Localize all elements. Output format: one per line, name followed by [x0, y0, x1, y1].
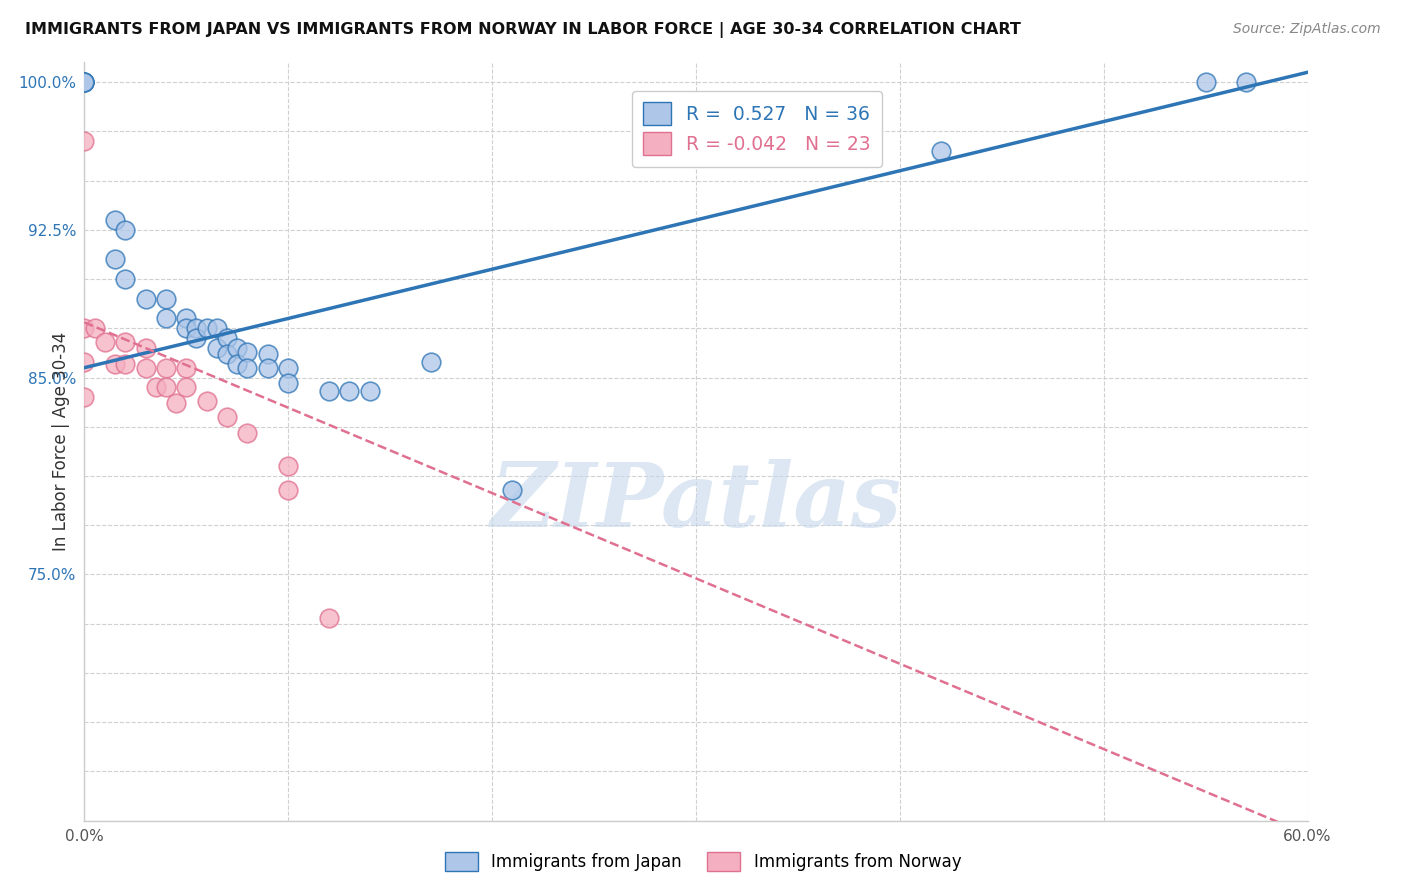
Point	[114, 335, 136, 350]
Point	[277, 459, 299, 474]
Point	[104, 357, 127, 371]
Legend: Immigrants from Japan, Immigrants from Norway: Immigrants from Japan, Immigrants from N…	[436, 843, 970, 880]
Point	[165, 396, 187, 410]
Point	[174, 321, 197, 335]
Point	[195, 321, 218, 335]
Point	[73, 75, 96, 89]
Point	[73, 75, 96, 89]
Y-axis label: In Labor Force | Age 30-34: In Labor Force | Age 30-34	[52, 332, 70, 551]
Point	[277, 483, 299, 497]
Point	[186, 331, 208, 345]
Point	[1236, 75, 1258, 89]
Point	[93, 335, 115, 350]
Text: IMMIGRANTS FROM JAPAN VS IMMIGRANTS FROM NORWAY IN LABOR FORCE | AGE 30-34 CORRE: IMMIGRANTS FROM JAPAN VS IMMIGRANTS FROM…	[25, 22, 1021, 38]
Point	[135, 341, 157, 355]
Point	[217, 347, 239, 361]
Point	[277, 360, 299, 375]
Point	[318, 611, 340, 625]
Point	[236, 345, 259, 359]
Point	[339, 384, 361, 399]
Point	[155, 292, 177, 306]
Point	[73, 390, 96, 404]
Point	[195, 394, 218, 409]
Point	[217, 331, 239, 345]
Point	[114, 357, 136, 371]
Point	[73, 321, 96, 335]
Point	[104, 213, 127, 227]
Point	[205, 341, 228, 355]
Point	[73, 75, 96, 89]
Point	[226, 357, 249, 371]
Point	[73, 134, 96, 148]
Point	[257, 347, 280, 361]
Point	[174, 360, 197, 375]
Point	[186, 321, 208, 335]
Point	[277, 376, 299, 391]
Point	[174, 380, 197, 394]
Text: Source: ZipAtlas.com: Source: ZipAtlas.com	[1233, 22, 1381, 37]
Point	[236, 360, 259, 375]
Point	[155, 311, 177, 326]
Point	[83, 321, 105, 335]
Text: ZIPatlas: ZIPatlas	[491, 459, 901, 545]
Point	[145, 380, 167, 394]
Point	[359, 384, 381, 399]
Point	[1195, 75, 1218, 89]
Point	[155, 360, 177, 375]
Point	[318, 384, 340, 399]
Point	[174, 311, 197, 326]
Point	[114, 223, 136, 237]
Point	[929, 144, 952, 158]
Point	[73, 355, 96, 369]
Point	[135, 360, 157, 375]
Point	[114, 272, 136, 286]
Point	[135, 292, 157, 306]
Legend: R =  0.527   N = 36, R = -0.042   N = 23: R = 0.527 N = 36, R = -0.042 N = 23	[631, 91, 882, 167]
Point	[236, 425, 259, 440]
Point	[73, 75, 96, 89]
Point	[104, 252, 127, 267]
Point	[420, 355, 443, 369]
Point	[205, 321, 228, 335]
Point	[155, 380, 177, 394]
Point	[226, 341, 249, 355]
Point	[502, 483, 524, 497]
Point	[217, 409, 239, 424]
Point	[257, 360, 280, 375]
